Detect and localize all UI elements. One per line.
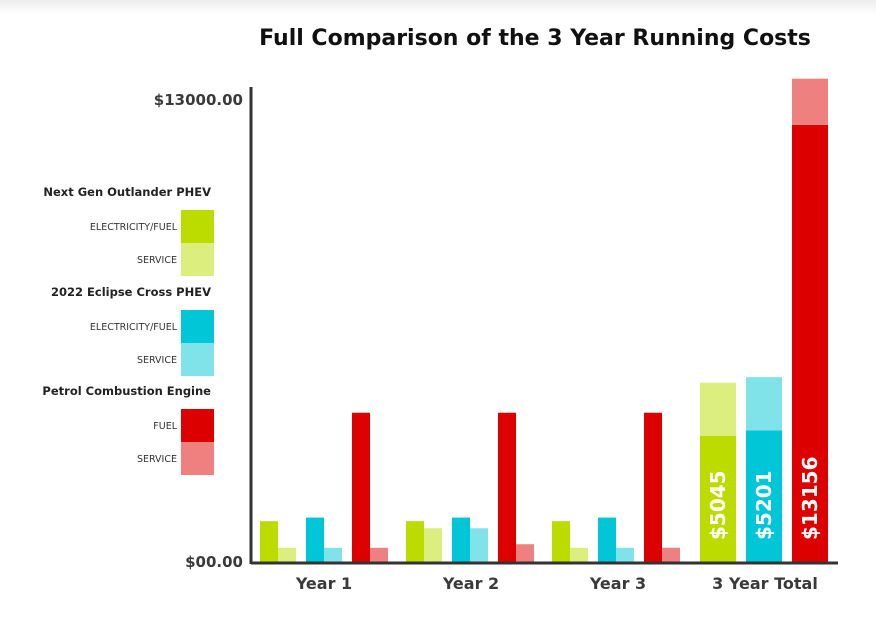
bar-year-1-series-0 — [260, 521, 278, 562]
bar-year-3-series-3 — [616, 547, 634, 562]
bar-year-2-series-1 — [424, 528, 442, 562]
total-value-label: $5201 — [752, 470, 776, 540]
legend-item-label: SERVICE — [137, 255, 177, 266]
bar-year-1-series-1 — [278, 547, 296, 562]
bar-3-year-total-group-1-service — [746, 377, 782, 431]
legend-item-label: ELECTRICITY/FUEL — [90, 322, 178, 333]
total-value-label: $13156 — [798, 457, 822, 541]
bar-year-1-series-2 — [306, 517, 324, 562]
legend-swatch — [181, 409, 214, 442]
legend-swatch — [181, 442, 214, 475]
bar-year-2-series-0 — [406, 521, 424, 562]
legend: Next Gen Outlander PHEV ELECTRICITY/FUEL S… — [42, 185, 214, 475]
bar-year-3-series-0 — [552, 521, 570, 562]
legend-swatch — [181, 243, 214, 276]
legend-item-label: SERVICE — [137, 454, 177, 465]
legend-item-label: FUEL — [153, 421, 177, 432]
bar-year-3-series-1 — [570, 547, 588, 562]
bar-year-3-series-2 — [598, 517, 616, 562]
legend-group-title: Petrol Combustion Engine — [42, 384, 211, 398]
bar-year-2-series-4 — [498, 412, 516, 562]
legend-group-title: 2022 Eclipse Cross PHEV — [51, 285, 211, 299]
x-tick-label: Year 2 — [442, 574, 499, 593]
legend-group-title: Next Gen Outlander PHEV — [43, 185, 211, 199]
x-tick-label: 3 Year Total — [712, 574, 818, 593]
legend-item-label: SERVICE — [137, 355, 177, 366]
bar-year-3-series-4 — [644, 412, 662, 562]
bar-year-2-series-5 — [516, 544, 534, 562]
bar-year-1-series-4 — [352, 412, 370, 562]
bar-3-year-total-group-1-main — [746, 430, 782, 562]
bar-3-year-total-group-2-service — [792, 78, 828, 125]
total-labels: $5045 $5201 $13156 — [706, 457, 822, 541]
chart-title: Full Comparison of the 3 Year Running Co… — [259, 26, 811, 51]
y-axis-ticks: $13000.00 $00.00 — [154, 91, 243, 571]
legend-swatch — [181, 210, 214, 243]
bar-year-1-series-3 — [324, 547, 342, 562]
y-tick-label: $13000.00 — [154, 91, 243, 109]
legend-item-label: ELECTRICITY/FUEL — [90, 222, 178, 233]
bar-3-year-total-group-2-main — [792, 124, 828, 562]
total-value-label: $5045 — [706, 470, 730, 540]
legend-swatch — [181, 310, 214, 343]
bar-year-2-series-3 — [470, 528, 488, 562]
x-axis-ticks: Year 1 Year 2 Year 3 3 Year Total — [295, 574, 818, 593]
legend-swatch — [181, 343, 214, 376]
bar-year-1-series-5 — [370, 547, 388, 562]
x-tick-label: Year 1 — [295, 574, 352, 593]
bar-3-year-total-group-0-service — [700, 382, 736, 437]
x-tick-label: Year 3 — [589, 574, 646, 593]
bar-3-year-total-group-0-main — [700, 436, 736, 562]
bar-year-2-series-2 — [452, 517, 470, 562]
bar-year-3-series-5 — [662, 547, 680, 562]
bars — [260, 78, 828, 562]
y-tick-label: $00.00 — [185, 553, 243, 571]
